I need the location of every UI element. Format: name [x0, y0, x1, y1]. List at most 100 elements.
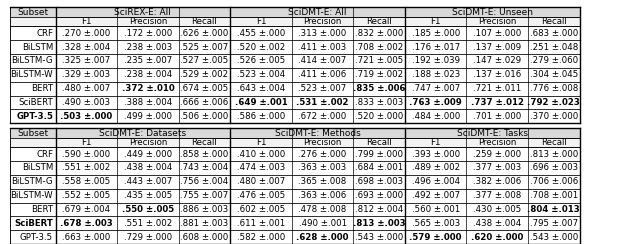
- Text: .188 ±.023: .188 ±.023: [412, 70, 460, 79]
- Text: .251 ±.048: .251 ±.048: [530, 43, 578, 51]
- Text: .551 ±.002: .551 ±.002: [62, 163, 111, 173]
- Text: .176 ±.017: .176 ±.017: [412, 43, 460, 51]
- Text: .172 ±.000: .172 ±.000: [124, 29, 172, 38]
- Text: Precision: Precision: [129, 138, 167, 147]
- Text: .804 ±.013: .804 ±.013: [527, 205, 580, 214]
- Text: .835 ±.006: .835 ±.006: [353, 84, 405, 93]
- Bar: [10, 175, 580, 189]
- Text: .663 ±.000: .663 ±.000: [62, 233, 111, 242]
- Bar: [10, 128, 580, 138]
- Bar: [10, 161, 580, 175]
- Text: .558 ±.005: .558 ±.005: [62, 177, 111, 186]
- Text: Precision: Precision: [303, 138, 342, 147]
- Text: SciDMT-E: Datasets: SciDMT-E: Datasets: [99, 129, 186, 138]
- Text: .649 ±.001: .649 ±.001: [235, 98, 287, 107]
- Text: .506 ±.000: .506 ±.000: [180, 112, 228, 121]
- Text: .582 ±.000: .582 ±.000: [237, 233, 285, 242]
- Text: .503 ±.000: .503 ±.000: [60, 112, 113, 121]
- Text: .520 ±.002: .520 ±.002: [237, 43, 285, 51]
- Text: .496 ±.004: .496 ±.004: [412, 177, 460, 186]
- Text: .565 ±.003: .565 ±.003: [412, 219, 460, 228]
- Text: .684 ±.001: .684 ±.001: [355, 163, 403, 173]
- Text: .492 ±.007: .492 ±.007: [412, 191, 460, 200]
- Text: .679 ±.004: .679 ±.004: [62, 205, 110, 214]
- Text: Precision: Precision: [129, 17, 167, 26]
- Text: .372 ±.010: .372 ±.010: [122, 84, 174, 93]
- Text: SciREX-E: All: SciREX-E: All: [115, 8, 172, 17]
- Bar: [10, 82, 580, 96]
- Text: .696 ±.003: .696 ±.003: [530, 163, 578, 173]
- Text: .363 ±.003: .363 ±.003: [298, 163, 347, 173]
- Text: .683 ±.000: .683 ±.000: [530, 29, 578, 38]
- Text: BiLSTM-W: BiLSTM-W: [10, 70, 53, 79]
- Text: .602 ±.005: .602 ±.005: [237, 205, 285, 214]
- Text: .304 ±.045: .304 ±.045: [530, 70, 578, 79]
- Text: .523 ±.007: .523 ±.007: [298, 84, 347, 93]
- Text: .795 ±.007: .795 ±.007: [530, 219, 578, 228]
- Bar: [10, 216, 580, 230]
- Text: .388 ±.004: .388 ±.004: [124, 98, 172, 107]
- Text: .747 ±.007: .747 ±.007: [412, 84, 460, 93]
- Bar: [10, 68, 580, 82]
- Text: BERT: BERT: [31, 84, 53, 93]
- Text: BERT: BERT: [31, 205, 53, 214]
- Text: .628 ±.000: .628 ±.000: [296, 233, 349, 242]
- Text: .438 ±.004: .438 ±.004: [473, 219, 522, 228]
- Text: .137 ±.009: .137 ±.009: [473, 43, 522, 51]
- Text: .147 ±.029: .147 ±.029: [473, 56, 522, 65]
- Text: .238 ±.004: .238 ±.004: [124, 70, 172, 79]
- Text: .414 ±.007: .414 ±.007: [298, 56, 347, 65]
- Text: .480 ±.007: .480 ±.007: [237, 177, 285, 186]
- Text: .698 ±.003: .698 ±.003: [355, 177, 403, 186]
- Text: .476 ±.005: .476 ±.005: [237, 191, 285, 200]
- Text: Subset: Subset: [17, 8, 49, 17]
- Text: .276 ±.000: .276 ±.000: [298, 150, 347, 159]
- Text: BiLSTM-W: BiLSTM-W: [10, 191, 53, 200]
- Text: .363 ±.006: .363 ±.006: [298, 191, 347, 200]
- Text: .478 ±.008: .478 ±.008: [298, 205, 347, 214]
- Text: .543 ±.000: .543 ±.000: [530, 233, 578, 242]
- Text: .832 ±.000: .832 ±.000: [355, 29, 403, 38]
- Text: .776 ±.008: .776 ±.008: [530, 84, 578, 93]
- Text: .886 ±.003: .886 ±.003: [180, 205, 228, 214]
- Text: SciDMT-E: Unseen: SciDMT-E: Unseen: [452, 8, 532, 17]
- Text: .313 ±.000: .313 ±.000: [298, 29, 347, 38]
- Text: .737 ±.012: .737 ±.012: [471, 98, 524, 107]
- Text: .721 ±.005: .721 ±.005: [355, 56, 403, 65]
- Text: Recall: Recall: [191, 138, 218, 147]
- Text: GPT-3.5: GPT-3.5: [16, 112, 53, 121]
- Text: .382 ±.006: .382 ±.006: [473, 177, 522, 186]
- Text: .235 ±.007: .235 ±.007: [124, 56, 172, 65]
- Text: .377 ±.003: .377 ±.003: [473, 163, 522, 173]
- Text: .590 ±.000: .590 ±.000: [62, 150, 110, 159]
- Text: .480 ±.007: .480 ±.007: [62, 84, 111, 93]
- Bar: [10, 7, 580, 17]
- Text: GPT-3.5: GPT-3.5: [20, 233, 53, 242]
- Text: .708 ±.001: .708 ±.001: [530, 191, 578, 200]
- Text: .270 ±.000: .270 ±.000: [62, 29, 111, 38]
- Text: .719 ±.002: .719 ±.002: [355, 70, 403, 79]
- Text: BiLSTM: BiLSTM: [22, 163, 53, 173]
- Text: Precision: Precision: [478, 138, 516, 147]
- Text: .185 ±.000: .185 ±.000: [412, 29, 460, 38]
- Text: Precision: Precision: [303, 17, 342, 26]
- Text: .643 ±.004: .643 ±.004: [237, 84, 285, 93]
- Text: .626 ±.000: .626 ±.000: [180, 29, 228, 38]
- Text: .833 ±.003: .833 ±.003: [355, 98, 403, 107]
- Text: .499 ±.000: .499 ±.000: [124, 112, 172, 121]
- Text: Recall: Recall: [541, 17, 566, 26]
- Text: .552 ±.005: .552 ±.005: [62, 191, 111, 200]
- Text: .238 ±.003: .238 ±.003: [124, 43, 172, 51]
- Text: .560 ±.001: .560 ±.001: [412, 205, 460, 214]
- Text: .550 ±.005: .550 ±.005: [122, 205, 174, 214]
- Text: BiLSTM-G: BiLSTM-G: [12, 56, 53, 65]
- Text: .484 ±.000: .484 ±.000: [412, 112, 460, 121]
- Bar: [10, 230, 580, 244]
- Text: .755 ±.007: .755 ±.007: [180, 191, 228, 200]
- Bar: [10, 96, 580, 110]
- Text: .608 ±.000: .608 ±.000: [180, 233, 228, 242]
- Text: CRF: CRF: [36, 29, 53, 38]
- Text: Recall: Recall: [541, 138, 566, 147]
- Text: F1: F1: [431, 17, 441, 26]
- Text: .438 ±.004: .438 ±.004: [124, 163, 172, 173]
